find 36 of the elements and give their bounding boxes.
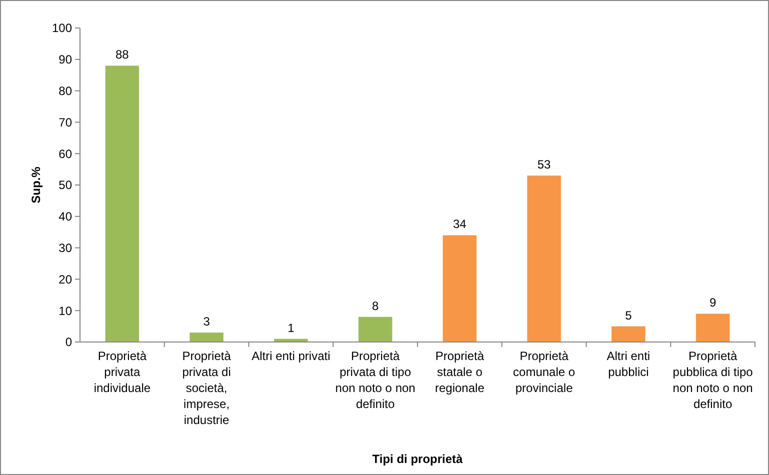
x-tick-label: Altri enti privati (252, 349, 330, 363)
data-label: 8 (372, 298, 379, 313)
data-label: 34 (453, 217, 467, 232)
data-label: 88 (116, 48, 130, 62)
x-tick-label: Proprietà statale o regionale (435, 349, 485, 395)
y-tick-label: 60 (58, 146, 72, 161)
y-tick-label: 100 (52, 21, 72, 36)
x-tick-label: Altri enti pubblici (606, 349, 650, 379)
x-tick-label: Proprietà privata individuale (94, 349, 151, 395)
data-label: 5 (625, 308, 632, 322)
x-tick-label: Proprietà privata di società, imprese, industrie (182, 349, 232, 427)
y-tick-label: 0 (65, 335, 72, 350)
y-tick-label: 10 (58, 304, 72, 318)
data-label: 53 (537, 158, 552, 172)
data-label: 9 (709, 296, 716, 310)
data-label: 3 (203, 314, 210, 329)
y-tick-label: 50 (58, 178, 72, 192)
y-tick-label: 30 (58, 241, 72, 255)
data-label: 1 (288, 320, 295, 335)
bar (696, 314, 730, 342)
x-tick-label: Proprietà pubblica di tipo non noto o non definito (672, 349, 754, 411)
y-axis-title: Sup.% (29, 166, 43, 204)
x-axis-title: Tipi di proprietà (372, 452, 464, 466)
bar (190, 332, 224, 342)
bar (358, 316, 392, 342)
bar (527, 176, 561, 342)
bar (612, 326, 646, 342)
y-tick-label: 90 (58, 52, 72, 67)
y-tick-label: 40 (58, 210, 72, 224)
y-tick-label: 70 (58, 115, 72, 130)
bar (442, 235, 477, 342)
y-tick-label: 80 (58, 84, 72, 98)
x-tick-label: Proprietà comunale o provinciale (513, 349, 576, 395)
bar (105, 66, 140, 342)
y-tick-label: 20 (58, 272, 72, 286)
x-tick-label: Proprietà privata di tipo non noto o non definito (335, 349, 416, 411)
